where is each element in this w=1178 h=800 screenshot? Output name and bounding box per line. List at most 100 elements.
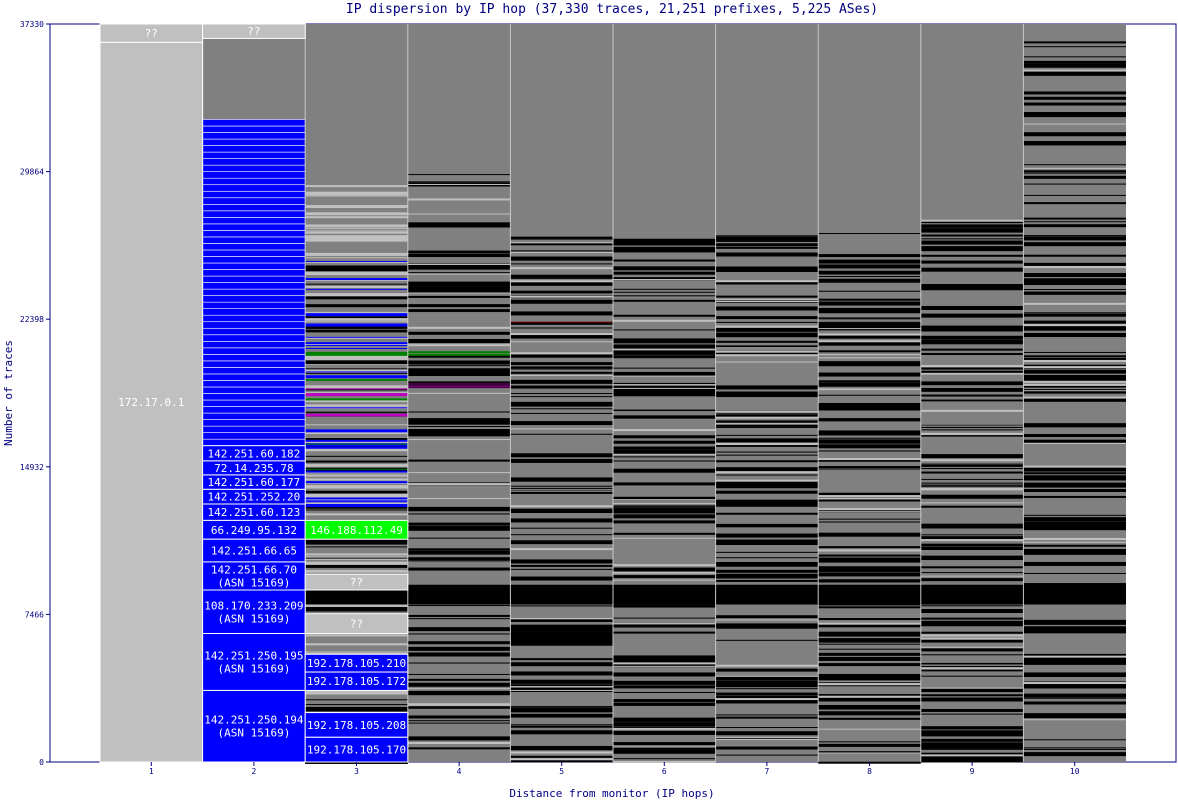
ip-stripe bbox=[715, 321, 819, 323]
ip-stripe bbox=[305, 261, 408, 263]
ip-stripe bbox=[305, 261, 408, 263]
ip-stripe bbox=[407, 692, 511, 694]
ip-stripe bbox=[305, 487, 408, 489]
ip-stripe bbox=[715, 335, 819, 338]
ip-stripe bbox=[818, 622, 921, 625]
ip-label: 72.14.235.78 bbox=[214, 462, 293, 475]
ip-stripe bbox=[305, 321, 408, 323]
ip-stripe bbox=[510, 242, 613, 244]
ip-stripe bbox=[1023, 123, 1126, 125]
ip-stripe bbox=[1023, 389, 1126, 394]
ip-stripe bbox=[510, 243, 613, 246]
ip-stripe bbox=[613, 266, 716, 271]
ip-stripe bbox=[305, 481, 408, 484]
ip-stripe bbox=[1023, 747, 1126, 749]
ip-stripe bbox=[1023, 537, 1126, 540]
ip-stripe bbox=[1023, 472, 1126, 475]
ip-stripe bbox=[920, 730, 1024, 735]
ip-stripe bbox=[305, 391, 408, 393]
ip-stripe bbox=[920, 238, 1024, 240]
ip-stripe bbox=[305, 252, 408, 256]
ip-stripe bbox=[1023, 333, 1126, 335]
ip-stripe bbox=[920, 260, 1024, 264]
ip-stripe bbox=[818, 307, 921, 310]
ip-stripe bbox=[920, 285, 1024, 290]
ip-stripe bbox=[715, 306, 819, 311]
ip-stripe bbox=[818, 675, 921, 677]
ip-stripe bbox=[1023, 132, 1126, 137]
ip-stripe bbox=[1023, 396, 1126, 399]
ip-stripe bbox=[613, 579, 716, 581]
ip-stripe bbox=[613, 665, 716, 667]
ip-stripe bbox=[510, 311, 613, 316]
ip-stripe bbox=[715, 300, 819, 302]
ip-stripe bbox=[202, 177, 306, 186]
ip-stripe bbox=[613, 388, 716, 393]
ip-stripe bbox=[613, 506, 716, 508]
ip-stripe bbox=[715, 736, 819, 738]
ip-stripe bbox=[818, 521, 921, 523]
ip-stripe bbox=[715, 524, 819, 528]
ip-stripe bbox=[407, 311, 511, 313]
ip-stripe bbox=[818, 706, 921, 710]
ip-stripe bbox=[305, 375, 408, 379]
ip-label: ?? bbox=[145, 27, 158, 40]
ip-segment bbox=[202, 589, 306, 634]
ip-stripe bbox=[407, 272, 511, 274]
ip-stripe bbox=[613, 505, 716, 507]
ip-stripe bbox=[510, 605, 613, 607]
ip-stripe bbox=[715, 561, 819, 565]
ip-stripe bbox=[715, 563, 819, 567]
ip-stripe bbox=[510, 292, 613, 294]
ip-stripe bbox=[818, 444, 921, 449]
ip-stripe bbox=[613, 631, 716, 634]
x-tick-label: 4 bbox=[457, 767, 462, 776]
ip-stripe bbox=[613, 623, 716, 625]
ip-stripe bbox=[407, 646, 511, 651]
ip-stripe bbox=[818, 361, 921, 365]
ip-stripe bbox=[818, 354, 921, 356]
ip-stripe bbox=[613, 460, 716, 462]
ip-stripe bbox=[715, 731, 819, 736]
ip-stripe bbox=[202, 223, 306, 231]
ip-stripe bbox=[510, 755, 613, 758]
ip-stripe bbox=[818, 741, 921, 743]
ip-stripe bbox=[305, 344, 408, 346]
ip-stripe bbox=[818, 259, 921, 264]
ip-stripe bbox=[920, 429, 1024, 431]
ip-stripe bbox=[305, 385, 408, 389]
ip-stripe bbox=[202, 217, 306, 225]
ip-stripe bbox=[305, 231, 408, 234]
ip-stripe bbox=[305, 361, 408, 365]
ip-stripe bbox=[202, 249, 306, 257]
ip-stripe bbox=[818, 388, 921, 391]
ip-stripe bbox=[818, 382, 921, 387]
ip-stripe bbox=[202, 125, 306, 133]
ip-stripe bbox=[305, 495, 408, 499]
ip-stripe bbox=[202, 269, 306, 277]
ip-stripe bbox=[818, 663, 921, 667]
ip-stripe bbox=[305, 224, 408, 228]
ip-stripe bbox=[818, 406, 921, 411]
ip-stripe bbox=[613, 624, 716, 628]
ip-stripe bbox=[202, 321, 306, 329]
ip-stripe bbox=[1023, 561, 1126, 566]
ip-stripe bbox=[305, 475, 408, 477]
ip-stripe bbox=[510, 508, 613, 513]
ip-stripe bbox=[613, 385, 716, 390]
ip-stripe bbox=[715, 327, 819, 332]
ip-stripe bbox=[613, 571, 716, 574]
ip-stripe bbox=[202, 164, 306, 172]
ip-stripe bbox=[715, 737, 819, 739]
ip-stripe bbox=[1023, 466, 1126, 471]
ip-stripe bbox=[202, 190, 306, 199]
ip-stripe bbox=[1023, 439, 1126, 443]
ip-stripe bbox=[305, 296, 408, 300]
x-tick-label: 3 bbox=[354, 767, 359, 776]
ip-stripe bbox=[202, 373, 306, 381]
ip-stripe bbox=[818, 728, 921, 730]
ip-stripe bbox=[613, 745, 716, 747]
ip-stripe bbox=[613, 468, 716, 473]
ip-stripe bbox=[818, 278, 921, 283]
